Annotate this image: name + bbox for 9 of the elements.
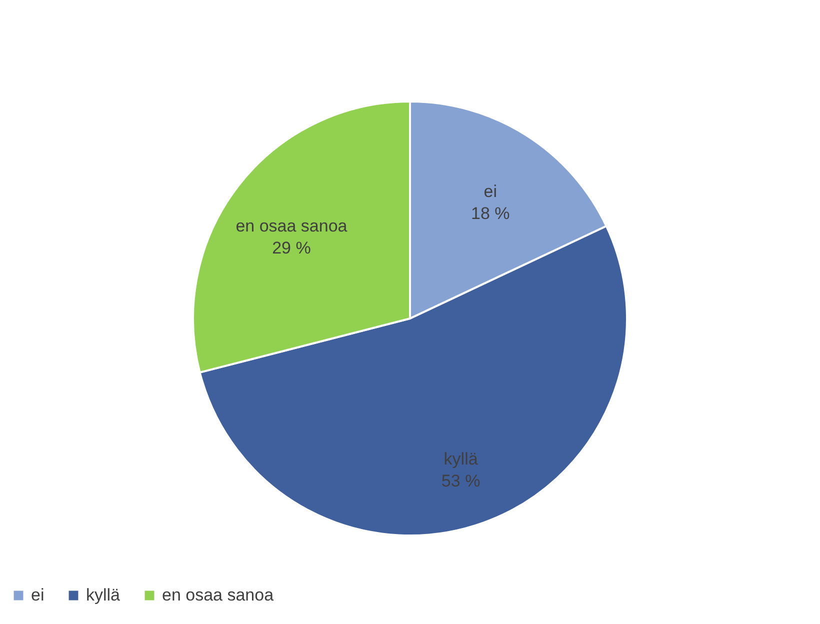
data-label: 29 % [272,238,311,258]
data-label: 18 % [471,204,510,223]
data-label: 53 % [441,472,480,491]
slice-label: kyllä [444,450,478,469]
legend-label: ei [31,586,44,605]
legend-label: en osaa sanoa [162,586,274,605]
legend-label: kyllä [86,586,121,605]
slice-label: en osaa sanoa [236,216,348,236]
slice-label: ei [484,182,497,201]
